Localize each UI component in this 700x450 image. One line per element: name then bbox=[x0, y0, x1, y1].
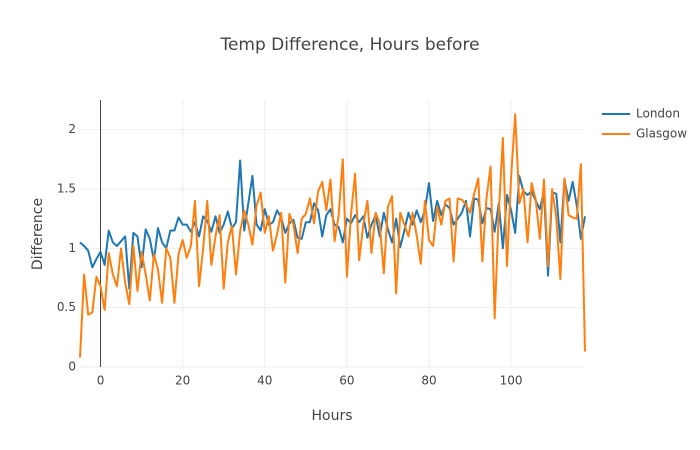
y-tick-label: 0.5 bbox=[57, 300, 76, 314]
line bbox=[79, 113, 586, 358]
x-tick-label: 0 bbox=[97, 374, 105, 388]
legend-label: London bbox=[636, 107, 680, 121]
legend-label: Glasgow bbox=[636, 127, 687, 141]
x-tick-label: 80 bbox=[421, 374, 436, 388]
y-tick-label: 0 bbox=[68, 360, 76, 374]
x-tick-label: 60 bbox=[339, 374, 354, 388]
y-tick-label: 1 bbox=[68, 241, 76, 255]
y-axis-title: Difference bbox=[30, 198, 46, 270]
y-tick-label: 2 bbox=[68, 122, 76, 136]
chart-title: Temp Difference, Hours before bbox=[219, 35, 479, 55]
x-tick-label: 40 bbox=[257, 374, 272, 388]
x-tick-label: 100 bbox=[500, 374, 523, 388]
x-tick-label: 20 bbox=[175, 374, 190, 388]
x-axis-title: Hours bbox=[311, 408, 352, 424]
y-tick-label: 1.5 bbox=[57, 182, 76, 196]
